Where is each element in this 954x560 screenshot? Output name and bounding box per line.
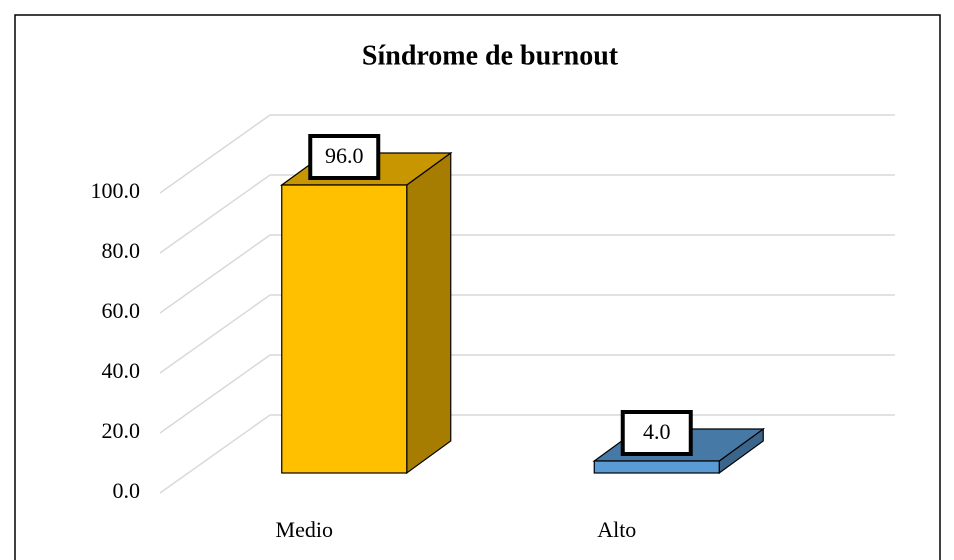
value-label: 4.0 [643,419,671,444]
y-tick-label: 20.0 [102,418,141,443]
grid-line [159,414,271,494]
grid-line [159,354,271,434]
chart-title: Síndrome de burnout [362,40,619,71]
bar [593,460,720,474]
grid-line [159,114,271,194]
bar-side [406,151,452,475]
y-tick-label: 60.0 [102,298,141,323]
value-label-box [308,134,381,180]
y-tick-label: 100.0 [91,178,141,203]
y-tick-label: 80.0 [102,238,141,263]
chart-border [14,14,941,560]
x-tick-label: Alto [597,517,636,542]
y-tick-label: 0.0 [113,478,141,503]
value-label-box [620,410,693,456]
bar [281,184,408,474]
y-tick-label: 40.0 [102,358,141,383]
grid-line [159,234,271,314]
x-tick-label: Medio [276,517,333,542]
grid-line [159,294,271,374]
value-label: 96.0 [325,143,364,168]
grid-line [159,174,271,254]
